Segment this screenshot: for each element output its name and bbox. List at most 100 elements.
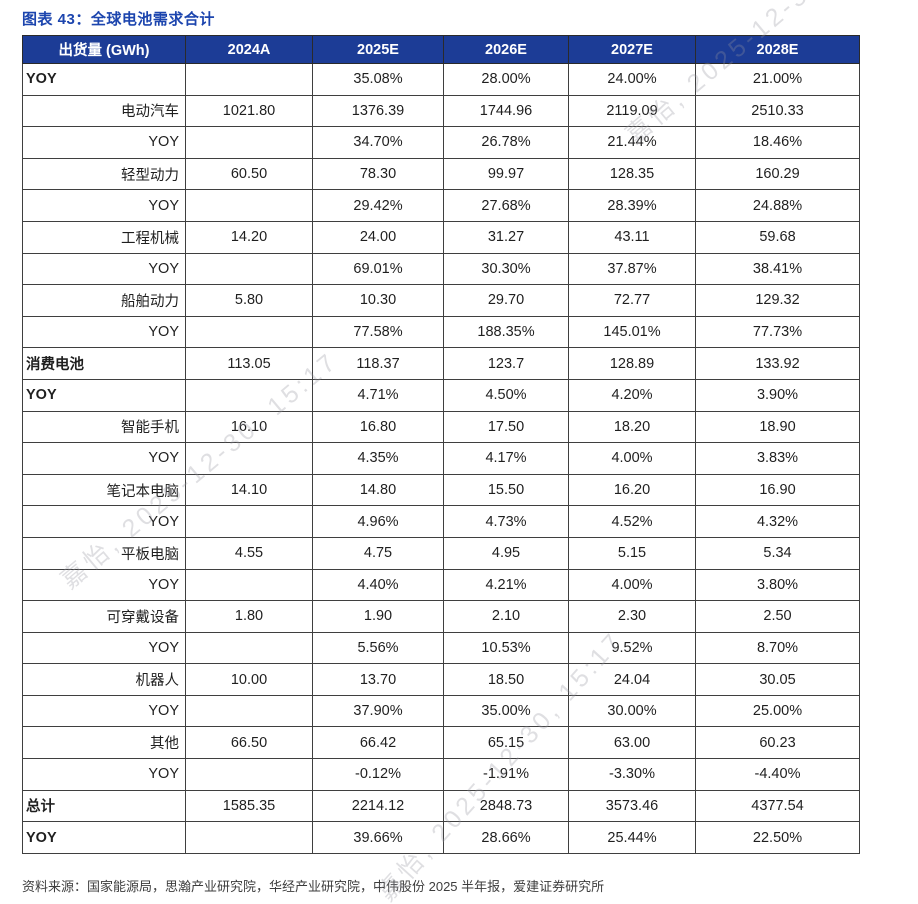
table-cell: 128.35 xyxy=(568,157,696,191)
table-row: 总计 1585.35 2214.12 2848.73 3573.46 4377.54 xyxy=(22,789,860,823)
table-cell: 21.00% xyxy=(695,63,860,96)
table-row: 其他 66.50 66.42 65.15 63.00 60.23 xyxy=(22,726,860,760)
row-label: 其他 xyxy=(22,726,186,760)
table-cell: 160.29 xyxy=(695,157,860,191)
table-cell: 39.66% xyxy=(312,821,444,854)
table-cell: 24.00% xyxy=(568,63,696,96)
table-cell: 2.10 xyxy=(443,600,569,633)
table-row: 智能手机 16.10 16.80 17.50 18.20 18.90 xyxy=(22,410,860,444)
header-2028e: 2028E xyxy=(695,35,860,64)
table-cell: 2214.12 xyxy=(312,789,444,823)
table-cell: 10.30 xyxy=(312,284,444,317)
row-label: 消费电池 xyxy=(22,347,186,380)
row-label: YOY xyxy=(22,442,186,475)
table-cell: 43.11 xyxy=(568,220,696,254)
table-row: 消费电池 113.05 118.37 123.7 128.89 133.92 xyxy=(22,347,860,380)
table-cell: 63.00 xyxy=(568,726,696,760)
header-shipments-gwh: 出货量 (GWh) xyxy=(22,35,186,64)
table-cell: 14.20 xyxy=(185,220,313,254)
table-cell: 15.50 xyxy=(443,473,569,507)
table-cell: 10.00 xyxy=(185,663,313,696)
table-row: 可穿戴设备 1.80 1.90 2.10 2.30 2.50 xyxy=(22,600,860,633)
table-cell: 17.50 xyxy=(443,410,569,444)
table-cell: 18.90 xyxy=(695,410,860,444)
table-cell: 4.52% xyxy=(568,505,696,538)
header-2025e: 2025E xyxy=(312,35,444,64)
table-cell: 118.37 xyxy=(312,347,444,380)
table-row: 机器人 10.00 13.70 18.50 24.04 30.05 xyxy=(22,663,860,696)
table-cell: 28.39% xyxy=(568,189,696,222)
table-cell: 25.44% xyxy=(568,821,696,854)
table-row: YOY 4.40% 4.21% 4.00% 3.80% xyxy=(22,568,860,602)
table-cell: 3.90% xyxy=(695,378,860,412)
table-cell: 14.80 xyxy=(312,473,444,507)
table-cell: 4377.54 xyxy=(695,789,860,823)
table-cell: 2848.73 xyxy=(443,789,569,823)
table-cell xyxy=(185,631,313,665)
table-row: YOY 35.08% 28.00% 24.00% 21.00% xyxy=(22,63,860,96)
table-cell: 4.95 xyxy=(443,536,569,570)
table-cell: 77.58% xyxy=(312,315,444,349)
table-cell: 28.66% xyxy=(443,821,569,854)
table-cell: 145.01% xyxy=(568,315,696,349)
table-cell: 59.68 xyxy=(695,220,860,254)
table-cell: 65.15 xyxy=(443,726,569,760)
table-cell: 24.88% xyxy=(695,189,860,222)
header-2026e: 2026E xyxy=(443,35,569,64)
table-cell: 24.00 xyxy=(312,220,444,254)
table-cell: 99.97 xyxy=(443,157,569,191)
row-label: 工程机械 xyxy=(22,220,186,254)
header-2024a: 2024A xyxy=(185,35,313,64)
table-cell: 29.70 xyxy=(443,284,569,317)
table-cell: 30.05 xyxy=(695,663,860,696)
table-cell: 8.70% xyxy=(695,631,860,665)
table-cell: 2.50 xyxy=(695,600,860,633)
table-cell: 1585.35 xyxy=(185,789,313,823)
table-row: YOY 29.42% 27.68% 28.39% 24.88% xyxy=(22,189,860,222)
row-label: YOY xyxy=(22,568,186,602)
header-row: 出货量 (GWh) 2024A 2025E 2026E 2027E 2028E xyxy=(22,35,860,64)
row-label: YOY xyxy=(22,189,186,222)
table-cell: 188.35% xyxy=(443,315,569,349)
table-cell: 1021.80 xyxy=(185,94,313,128)
row-label: YOY xyxy=(22,758,186,791)
table-cell: 3.83% xyxy=(695,442,860,475)
table-row: 轻型动力 60.50 78.30 99.97 128.35 160.29 xyxy=(22,157,860,191)
table-row: YOY 4.35% 4.17% 4.00% 3.83% xyxy=(22,442,860,475)
row-label: 智能手机 xyxy=(22,410,186,444)
table-cell xyxy=(185,568,313,602)
table-cell: 14.10 xyxy=(185,473,313,507)
table-row: YOY -0.12% -1.91% -3.30% -4.40% xyxy=(22,758,860,791)
table-cell: 113.05 xyxy=(185,347,313,380)
table-cell: -3.30% xyxy=(568,758,696,791)
table-cell: 34.70% xyxy=(312,126,444,159)
row-label: 电动汽车 xyxy=(22,94,186,128)
table-cell xyxy=(185,505,313,538)
table-cell: 66.50 xyxy=(185,726,313,760)
table-cell: 2510.33 xyxy=(695,94,860,128)
table-cell: 1376.39 xyxy=(312,94,444,128)
table-row: YOY 69.01% 30.30% 37.87% 38.41% xyxy=(22,252,860,286)
table-cell: 4.96% xyxy=(312,505,444,538)
row-label: 平板电脑 xyxy=(22,536,186,570)
row-label: YOY xyxy=(22,126,186,159)
table-row: 电动汽车 1021.80 1376.39 1744.96 2119.09 2510.33 xyxy=(22,94,860,128)
battery-demand-table: 出货量 (GWh) 2024A 2025E 2026E 2027E 2028E … xyxy=(22,35,860,854)
table-row: YOY 4.71% 4.50% 4.20% 3.90% xyxy=(22,378,860,412)
table-cell: 22.50% xyxy=(695,821,860,854)
header-2027e: 2027E xyxy=(568,35,696,64)
table-cell: 5.56% xyxy=(312,631,444,665)
table-cell: 10.53% xyxy=(443,631,569,665)
table-cell: 4.50% xyxy=(443,378,569,412)
table-cell xyxy=(185,189,313,222)
table-cell xyxy=(185,126,313,159)
table-cell: 18.20 xyxy=(568,410,696,444)
row-label: YOY xyxy=(22,631,186,665)
table-cell: 1.90 xyxy=(312,600,444,633)
table-row: 笔记本电脑 14.10 14.80 15.50 16.20 16.90 xyxy=(22,473,860,507)
table-cell: 4.00% xyxy=(568,442,696,475)
table-cell: 16.10 xyxy=(185,410,313,444)
table-cell: 26.78% xyxy=(443,126,569,159)
table-cell: 123.7 xyxy=(443,347,569,380)
table-cell: 18.50 xyxy=(443,663,569,696)
